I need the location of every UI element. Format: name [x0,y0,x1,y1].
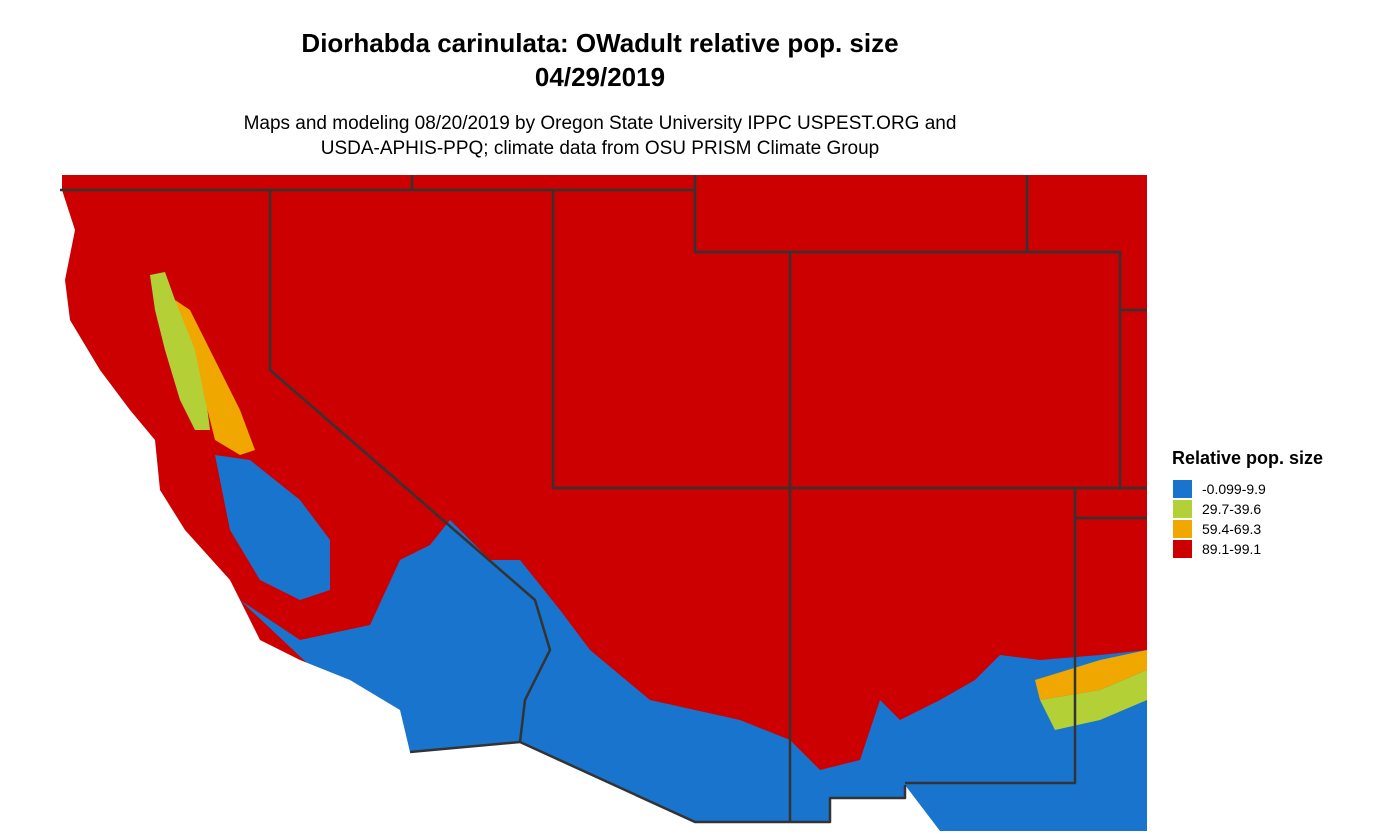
region-mid-high [1035,650,1147,700]
title-date: 04/29/2019 [535,62,665,92]
region-mid-high [175,300,255,455]
region-mid-low [150,272,210,430]
legend-label: 59.4-69.3 [1202,521,1261,537]
legend-swatch [1173,480,1192,498]
legend-title: Relative pop. size [1172,448,1323,468]
legend-label: 29.7-39.6 [1202,501,1261,517]
legend-swatch [1173,500,1192,518]
region-low [215,455,330,600]
ocean-and-outside [0,160,1399,839]
subtitle: USDA-APHIS-PPQ; climate data from OSU PR… [321,138,880,159]
legend-swatch [1173,540,1192,558]
legend-label: -0.099-9.9 [1202,481,1266,497]
map [0,160,1399,839]
legend-label: 89.1-99.1 [1202,541,1261,557]
legend-swatch [1173,520,1192,538]
title: Diorhabda carinulata: OWadult relative p… [301,28,898,58]
legend: Relative pop. size -0.099-9.9 29.7-39.6 59… [1172,448,1323,558]
region-mid-low [1040,670,1147,730]
subtitle: Maps and modeling 08/20/2019 by Oregon S… [244,113,957,134]
state-borders [60,175,1147,824]
